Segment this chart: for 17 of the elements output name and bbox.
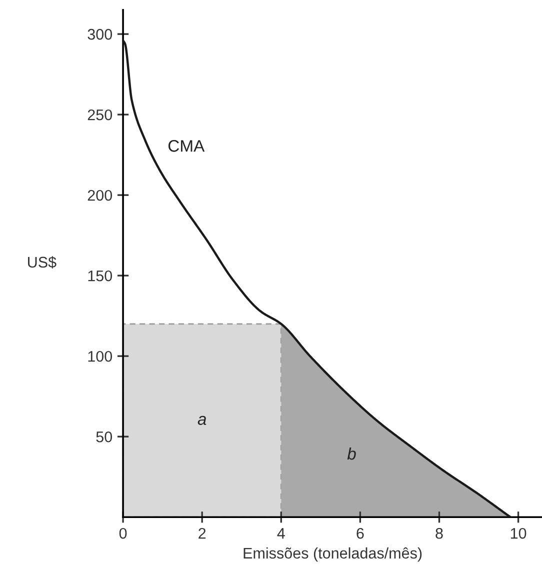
x-tick-label: 2 [198,528,206,539]
x-tick-label: 6 [356,528,364,539]
series-label: b [347,447,356,460]
x-axis-title: Emissões (toneladas/mês) [244,547,422,562]
x-tick-label: 0 [119,528,127,539]
y-tick-label: 150 [88,270,112,282]
x-tick-label: 4 [277,528,285,539]
y-tick-label: 50 [96,431,112,442]
series-label: a [198,416,206,425]
y-tick-label: 200 [88,190,112,201]
series-label: CMA [168,140,205,152]
y-tick-label: 100 [88,350,112,362]
y-axis-title: US$ [28,256,56,269]
y-tick-label: 300 [88,28,112,40]
y-tick-label: 250 [88,109,112,120]
x-tick-label: 10 [510,528,526,539]
x-tick-label: 8 [436,528,443,539]
